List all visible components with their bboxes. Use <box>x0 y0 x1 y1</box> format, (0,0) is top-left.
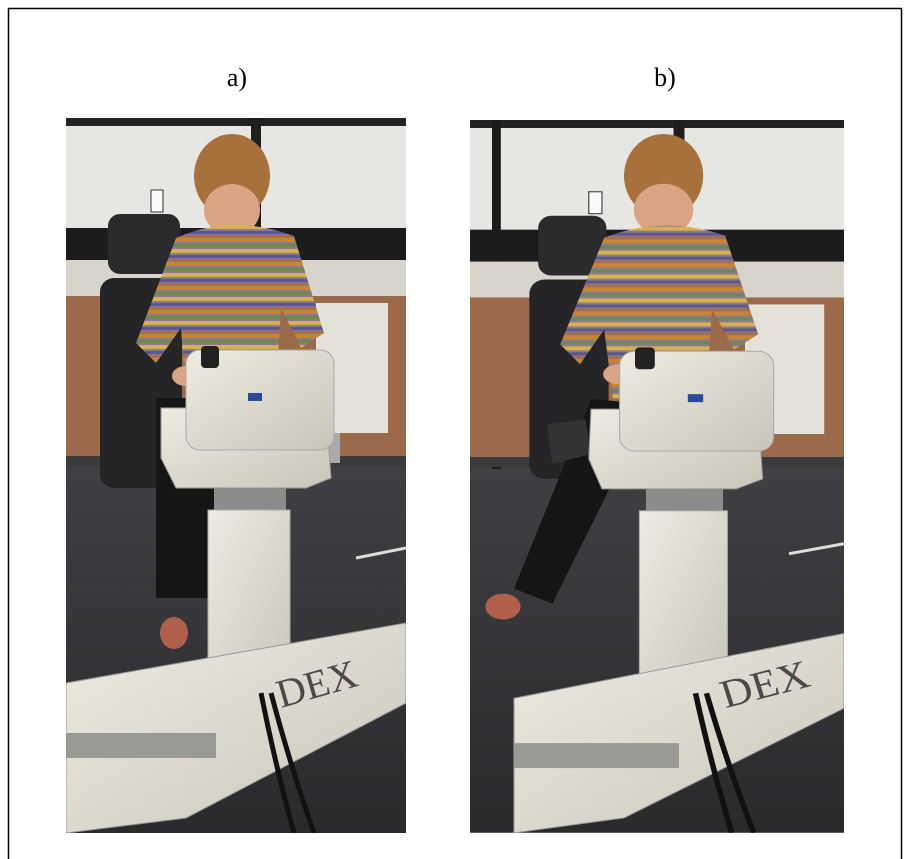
photo: DEX <box>470 120 844 833</box>
photo: DEX <box>66 118 406 833</box>
panel-label: a) <box>227 63 247 92</box>
page: {"panels": [{"label": "a)", "machine_tex… <box>0 0 910 859</box>
panel-label: b) <box>654 63 676 92</box>
figure: a) b) DEX <box>0 0 910 859</box>
